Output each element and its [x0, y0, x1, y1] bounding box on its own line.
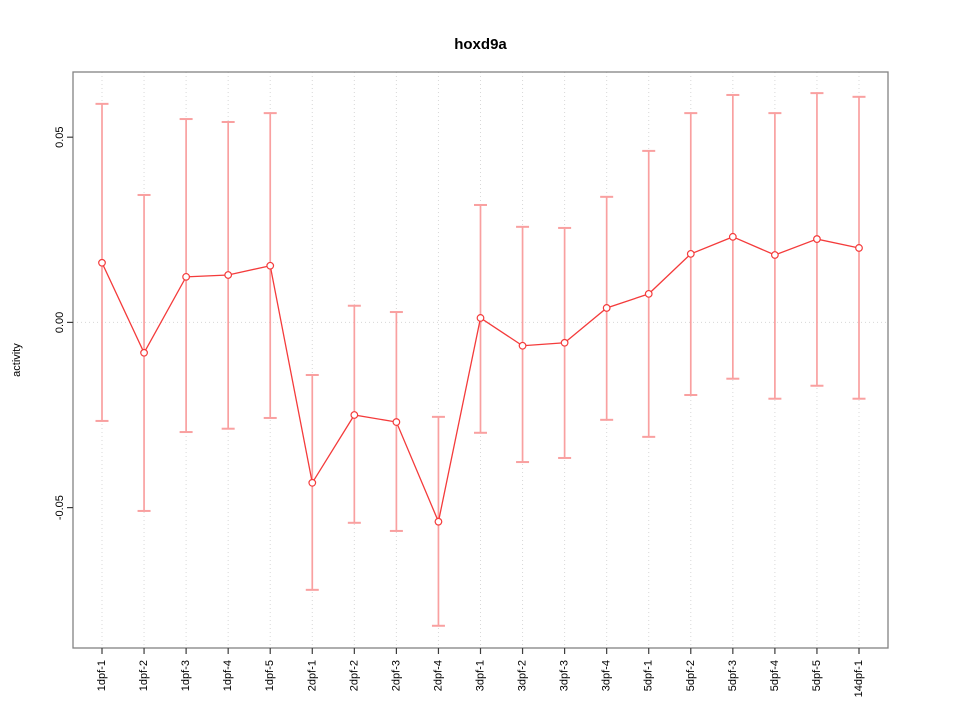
- y-tick-label: -0.05: [54, 495, 66, 520]
- x-tick-label: 3dpf-1: [475, 660, 487, 691]
- data-point: [560, 338, 569, 347]
- data-point: [518, 341, 527, 350]
- x-tick-label: 3dpf-4: [601, 660, 613, 691]
- x-tick-label: 1dpf-1: [96, 660, 108, 691]
- data-point: [855, 244, 863, 252]
- x-tick-label: 1dpf-3: [180, 660, 192, 691]
- data-point: [98, 258, 106, 267]
- x-tick-label: 1dpf-5: [264, 660, 276, 691]
- data-point: [686, 249, 695, 258]
- chart-title: hoxd9a: [454, 36, 507, 53]
- data-point: [308, 478, 317, 487]
- data-point: [728, 232, 737, 241]
- data-point: [770, 251, 779, 259]
- x-tick-label: 2dpf-3: [390, 660, 402, 691]
- data-point: [813, 235, 821, 243]
- x-tick-label: 2dpf-2: [348, 660, 360, 691]
- data-point: [434, 517, 443, 526]
- x-tick-label: 2dpf-4: [432, 660, 444, 691]
- data-point: [224, 271, 233, 279]
- y-axis-label-wrap: activity: [4, 72, 30, 648]
- x-tick-label: 5dpf-2: [685, 660, 697, 691]
- x-tick-label: 1dpf-4: [222, 660, 234, 691]
- data-point: [644, 289, 653, 298]
- error-bars: [95, 92, 866, 627]
- x-tick-label: 2dpf-1: [306, 660, 318, 691]
- data-point: [476, 314, 485, 322]
- x-tick-label: 5dpf-5: [811, 660, 823, 691]
- x-tick-label: 3dpf-3: [559, 660, 571, 691]
- data-point: [602, 304, 611, 312]
- x-tick-label: 1dpf-2: [138, 660, 150, 691]
- x-tick-label: 14dpf-1: [853, 660, 865, 697]
- x-tick-label: 5dpf-3: [727, 660, 739, 691]
- x-tick-label: 5dpf-4: [769, 660, 781, 691]
- data-point: [140, 348, 148, 357]
- data-point: [350, 411, 359, 419]
- y-tick-label: 0.05: [54, 126, 66, 147]
- data-point: [392, 418, 401, 426]
- data-point: [266, 261, 275, 270]
- data-point: [182, 272, 191, 281]
- y-axis-label: activity: [11, 343, 23, 377]
- x-tick-label: 5dpf-1: [643, 660, 655, 691]
- y-tick-label: 0.00: [54, 312, 66, 333]
- data-points: [98, 232, 863, 526]
- x-tick-label: 3dpf-2: [517, 660, 529, 691]
- y-axis: -0.05 0.00 0.05: [54, 126, 73, 520]
- x-axis: 1dpf-1 1dpf-2 1dpf-3 1dpf-4 1dpf-5 2dpf-1 2dpf…: [96, 648, 865, 697]
